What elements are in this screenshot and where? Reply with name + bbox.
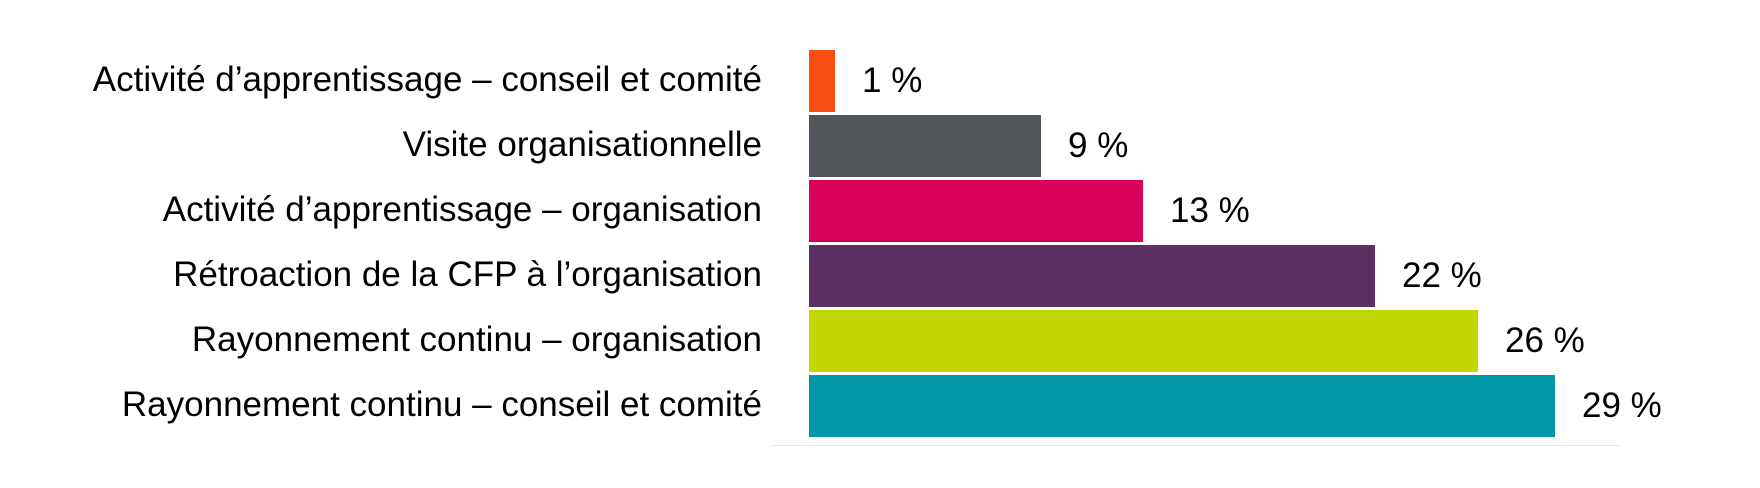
bar-chart-rows: Activité d’apprentissage – conseil et co…	[0, 48, 1760, 438]
category-label: Rayonnement continu – conseil et comité	[121, 385, 762, 425]
chart-row: Rétroaction de la CFP à l’organisation 22…	[0, 243, 1760, 308]
category-label: Rétroaction de la CFP à l’organisation	[173, 255, 762, 295]
chart-row: Activité d’apprentissage – conseil et co…	[0, 48, 1760, 113]
bar	[809, 244, 1375, 307]
value-label: 29 %	[1582, 385, 1662, 425]
value-label: 13 %	[1170, 190, 1250, 230]
bar	[809, 114, 1041, 177]
chart-row: Activité d’apprentissage – organisation 1…	[0, 178, 1760, 243]
chart-row: Visite organisationnelle 9 %	[0, 113, 1760, 178]
category-label: Rayonnement continu – organisation	[191, 320, 762, 360]
value-label: 26 %	[1505, 320, 1585, 360]
bar	[809, 309, 1478, 372]
bar	[809, 49, 835, 112]
value-label: 1 %	[862, 60, 923, 100]
bar	[809, 374, 1555, 437]
category-label: Activité d’apprentissage – organisation	[162, 190, 762, 230]
category-label: Visite organisationnelle	[402, 125, 762, 165]
axis-baseline	[770, 445, 1620, 446]
chart-row: Rayonnement continu – conseil et comité 2…	[0, 373, 1760, 438]
category-label: Activité d’apprentissage – conseil et co…	[92, 60, 762, 100]
value-label: 9 %	[1068, 125, 1129, 165]
bar	[809, 179, 1143, 242]
value-label: 22 %	[1402, 255, 1482, 295]
chart-row: Rayonnement continu – organisation 26 %	[0, 308, 1760, 373]
